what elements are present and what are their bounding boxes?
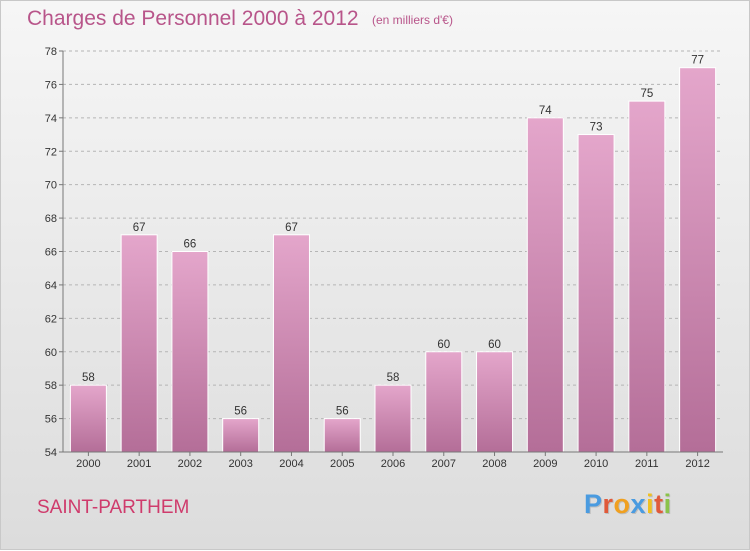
y-tick-label: 56	[45, 414, 57, 426]
logo-letter: o	[613, 489, 631, 519]
data-label-2012: 77	[691, 55, 704, 67]
y-tick-label: 72	[45, 146, 57, 158]
logo-letter: i	[663, 489, 672, 519]
x-tick-label-2011: 2011	[635, 458, 659, 470]
chart-title: Charges de Personnel 2000 à 2012	[27, 7, 359, 30]
logo-letter: x	[630, 489, 647, 519]
y-tick-label: 68	[45, 213, 57, 225]
x-tick-label-2006: 2006	[381, 458, 405, 470]
bar-2009	[526, 117, 564, 453]
bar-layer	[69, 67, 717, 453]
bar-2001	[120, 234, 158, 453]
y-tick-label: 64	[45, 280, 57, 292]
bar-2011	[628, 100, 666, 453]
data-label-2009: 74	[539, 105, 552, 117]
y-tick-label: 54	[45, 447, 57, 459]
data-label-2007: 60	[437, 339, 450, 351]
data-label-2006: 58	[387, 372, 400, 384]
y-tick-label: 78	[45, 46, 57, 58]
data-label-2004: 67	[285, 222, 298, 234]
y-tick-label: 62	[45, 313, 57, 325]
data-label-2008: 60	[488, 339, 501, 351]
data-label-2005: 56	[336, 406, 349, 418]
bar-2008	[476, 351, 514, 453]
x-tick-label-2009: 2009	[533, 458, 557, 470]
logo-letter: t	[654, 489, 664, 519]
label-layer: 58 67 66 56 67 56 58 60 60 74 73 75 77	[82, 55, 704, 418]
data-label-2001: 67	[133, 222, 146, 234]
bar-2004	[272, 234, 310, 453]
bar-2006	[374, 384, 412, 453]
x-tick-label-2012: 2012	[685, 458, 709, 470]
bar-2000	[69, 384, 107, 453]
x-tick-label-2004: 2004	[279, 458, 303, 470]
bar-2002	[171, 251, 209, 453]
bar-2010	[577, 134, 615, 453]
data-label-2011: 75	[640, 88, 653, 100]
y-tick-label: 58	[45, 380, 57, 392]
logo-letter: r	[602, 489, 614, 519]
bar-2003	[222, 418, 260, 453]
chart-subtitle: (en milliers d'€)	[372, 13, 453, 27]
bar-2005	[323, 418, 361, 453]
y-tick-label: 60	[45, 347, 57, 359]
x-tick-label-2010: 2010	[584, 458, 608, 470]
x-tick-label-2005: 2005	[330, 458, 354, 470]
bar-2007	[425, 351, 463, 453]
y-tick-label: 76	[45, 79, 57, 91]
bar-2012	[679, 67, 717, 453]
logo-letter: i	[646, 489, 655, 519]
x-tick-label-2001: 2001	[127, 458, 151, 470]
data-label-2003: 56	[234, 406, 247, 418]
x-tick-label-2003: 2003	[228, 458, 252, 470]
x-tick-label-2002: 2002	[178, 458, 202, 470]
x-tick-label-2007: 2007	[432, 458, 456, 470]
y-tick-label: 66	[45, 247, 57, 259]
y-tick-label: 70	[45, 180, 57, 192]
axis-layer: 54 56 58 60 62 64 66 68 70 72 74 76 78 2000 2001 2002 20…	[45, 46, 723, 470]
logo-letter: P	[584, 489, 603, 519]
proxiti-logo: Proxiti	[584, 489, 672, 520]
data-label-2000: 58	[82, 372, 95, 384]
data-label-2010: 73	[590, 122, 603, 134]
y-tick-label: 74	[45, 113, 57, 125]
x-tick-label-2008: 2008	[482, 458, 506, 470]
commune-name: SAINT-PARTHEM	[37, 497, 190, 518]
data-label-2002: 66	[184, 239, 197, 251]
x-tick-label-2000: 2000	[76, 458, 100, 470]
